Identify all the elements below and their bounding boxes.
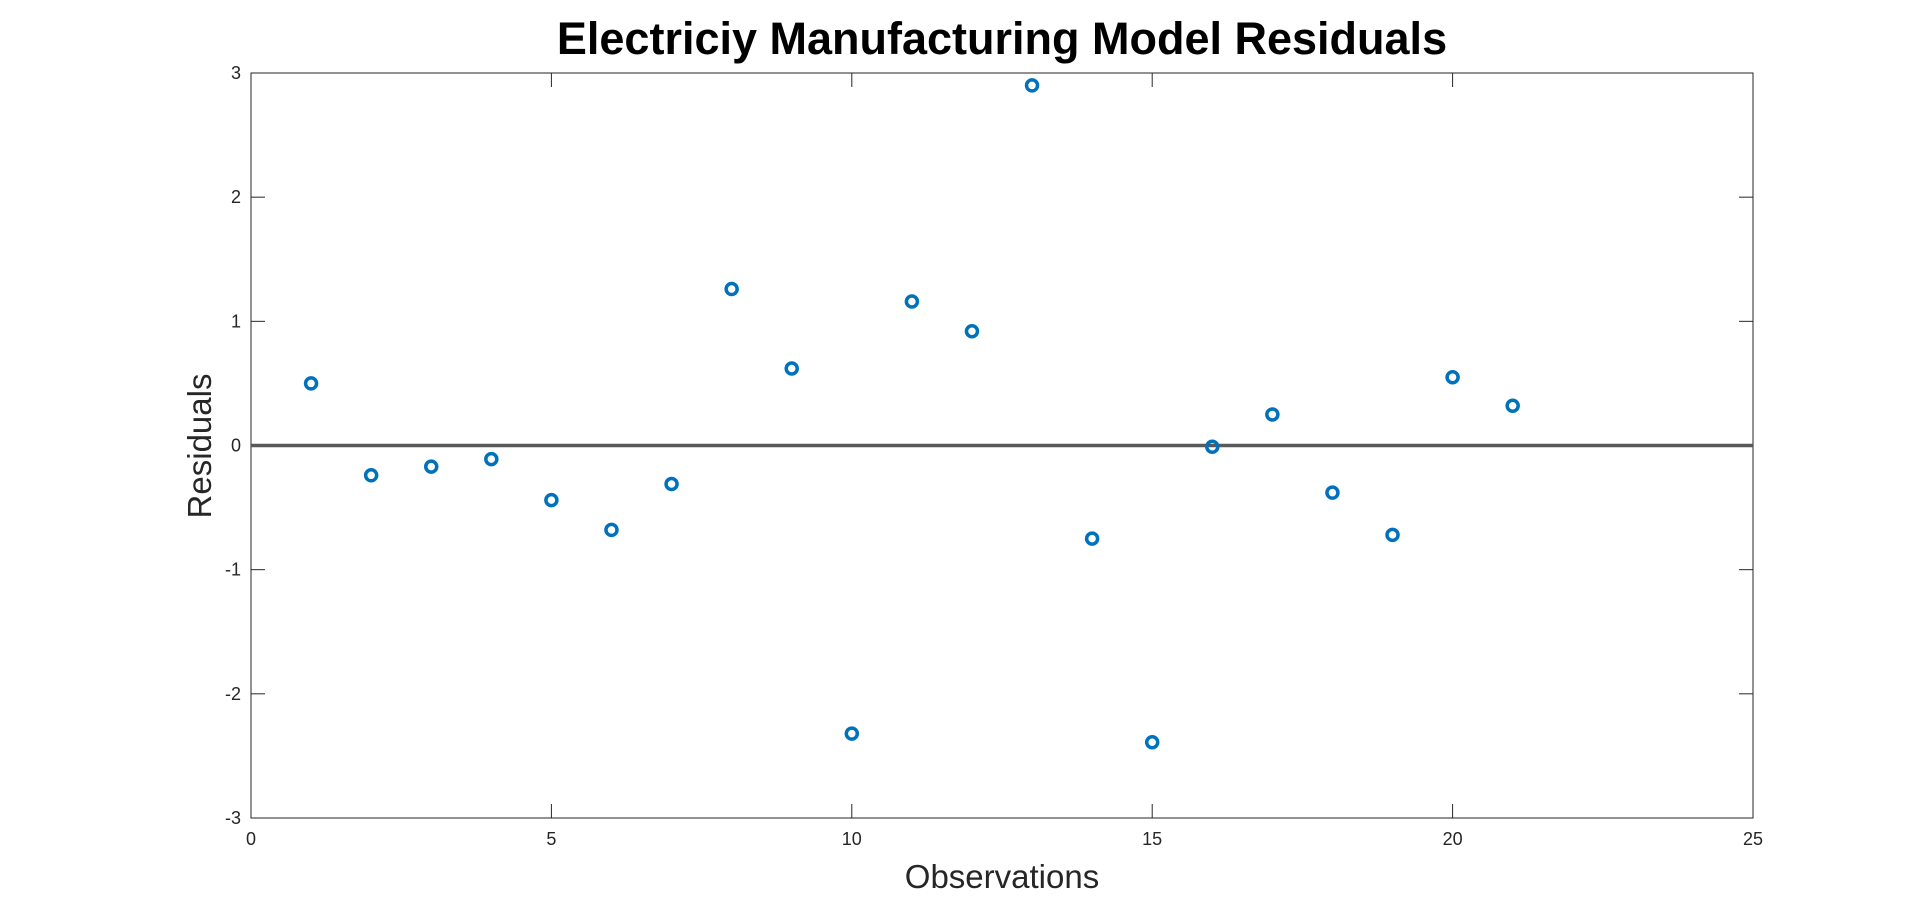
data-point [484, 451, 499, 467]
data-point [1024, 78, 1040, 93]
data-point [904, 294, 920, 309]
data-point [423, 459, 439, 474]
data-point [844, 726, 860, 741]
y-tick-label: 2 [231, 187, 241, 207]
y-axis-label: Residuals [181, 374, 218, 519]
data-point [544, 492, 559, 508]
data-point [784, 361, 799, 376]
data-point [1385, 527, 1400, 543]
data-point [1445, 369, 1460, 385]
data-point [363, 468, 379, 483]
chart-title: Electriciy Manufacturing Model Residuals [557, 13, 1447, 64]
y-tick-label: 3 [231, 63, 241, 83]
x-tick-label: 5 [546, 829, 556, 849]
data-point [1205, 439, 1220, 454]
data-points-layer [303, 78, 1520, 750]
x-tick-label: 15 [1142, 829, 1162, 849]
data-point [1325, 485, 1340, 500]
data-point [1505, 398, 1520, 414]
y-tick-label: -2 [225, 684, 241, 704]
y-tick-label: -3 [225, 808, 241, 828]
y-tick-label: 0 [231, 436, 241, 456]
data-point [604, 522, 619, 538]
x-tick-label: 25 [1743, 829, 1763, 849]
data-point [724, 281, 739, 297]
data-point [1084, 531, 1100, 546]
x-tick-label: 20 [1443, 829, 1463, 849]
data-point [1265, 407, 1280, 422]
y-tick-label: -1 [225, 560, 241, 580]
x-tick-label: 0 [246, 829, 256, 849]
data-point [1144, 735, 1160, 750]
data-point [964, 324, 980, 339]
data-point [303, 376, 319, 391]
x-axis-label: Observations [905, 858, 1099, 895]
x-tick-label: 10 [842, 829, 862, 849]
y-tick-label: 1 [231, 311, 241, 331]
data-point [664, 476, 679, 492]
